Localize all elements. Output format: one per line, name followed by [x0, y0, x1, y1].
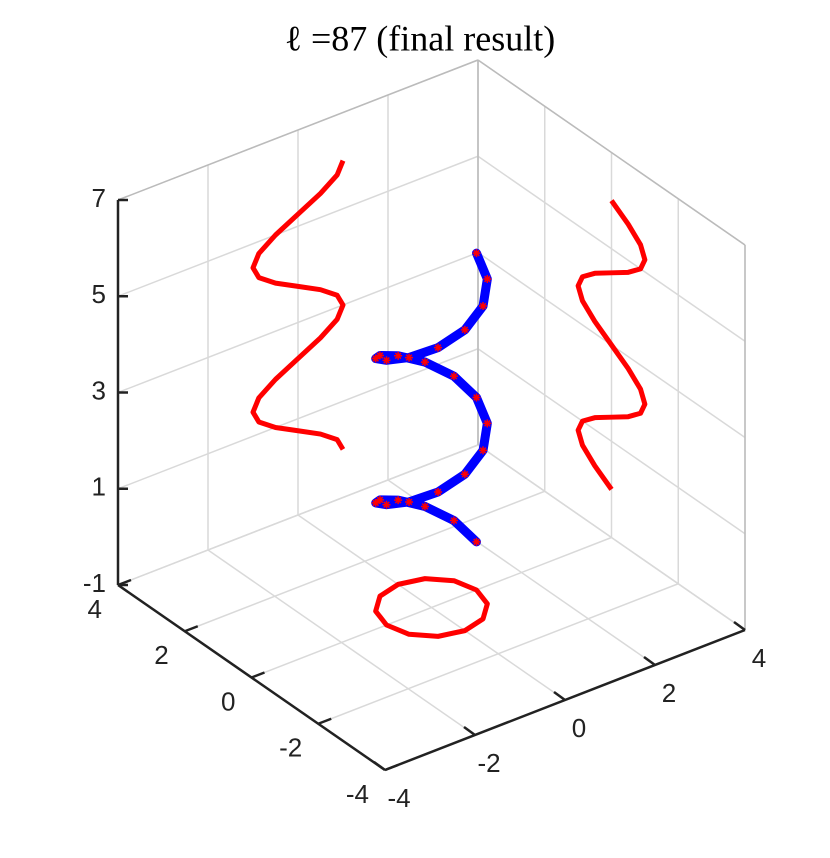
marker: [460, 325, 469, 334]
z-tick-label: 3: [92, 375, 106, 405]
y-tick-label: 4: [88, 594, 102, 624]
grid-line: [251, 536, 612, 679]
chart-title: ℓ =87 (final result): [285, 18, 555, 58]
marker: [434, 487, 443, 496]
marker: [472, 537, 481, 546]
marker: [472, 249, 481, 258]
grid-line: [117, 348, 479, 490]
marker: [483, 274, 492, 283]
marker: [420, 502, 429, 511]
x-tick-label: 4: [752, 643, 766, 673]
marker: [371, 498, 380, 507]
marker: [382, 500, 391, 509]
y-tick-label: -2: [279, 733, 302, 763]
marker: [479, 302, 488, 311]
marker: [472, 393, 481, 402]
marker: [449, 516, 458, 525]
grid-line: [117, 155, 479, 297]
grid-line: [477, 155, 746, 342]
marker: [394, 351, 403, 360]
marker: [449, 372, 458, 381]
marker: [394, 496, 403, 505]
marker: [420, 358, 429, 367]
floor-projection: [373, 576, 490, 639]
z-tick-label: -1: [83, 568, 106, 598]
marker: [479, 446, 488, 455]
grid-line: [117, 444, 479, 586]
box-edge: [477, 59, 746, 246]
x-tick: [463, 725, 476, 737]
x-tick-label: 0: [572, 713, 586, 743]
marker: [375, 495, 384, 504]
box-edge: [117, 59, 479, 201]
grid-line: [477, 348, 746, 535]
y-tick: [251, 671, 265, 679]
y-tick: [317, 717, 332, 725]
y-tick: [384, 763, 399, 772]
marker: [483, 419, 492, 428]
grid-line: [184, 490, 546, 632]
x-tick: [733, 620, 746, 632]
z-tick-label: 1: [92, 472, 106, 502]
helix-line: [371, 248, 492, 547]
grid-line: [477, 444, 746, 631]
x-tick-label: -4: [387, 783, 410, 813]
z-tick-label: 5: [92, 279, 106, 309]
y-tick-label: 0: [221, 686, 235, 716]
wall-projection: [575, 199, 648, 491]
marker: [371, 354, 380, 363]
grid-line: [317, 583, 679, 725]
marker: [434, 343, 443, 352]
marker: [382, 356, 391, 365]
y-tick-label: 2: [154, 640, 168, 670]
z-tick-label: 7: [92, 183, 106, 213]
x-tick-label: 2: [662, 678, 676, 708]
marker: [405, 497, 414, 506]
marker: [460, 470, 469, 479]
y-tick: [184, 625, 199, 633]
grid-line: [117, 251, 479, 394]
x-tick: [643, 655, 656, 667]
x-tick-label: -2: [477, 748, 500, 778]
wall-projection: [250, 159, 346, 451]
y-tick-label: -4: [346, 779, 369, 809]
marker: [375, 351, 384, 360]
x-tick: [553, 690, 566, 702]
marker: [405, 353, 414, 362]
x-tick: [373, 760, 386, 772]
y-tick: [117, 578, 132, 587]
